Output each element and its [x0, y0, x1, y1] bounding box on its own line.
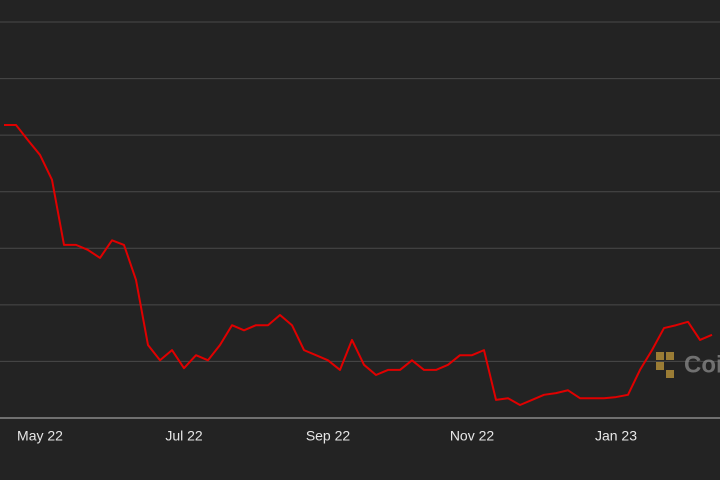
logo-block [656, 362, 664, 370]
x-tick-label: May 22 [17, 428, 63, 444]
plot: May 22 Jul 22 Sep 22 Nov 22 Jan 23 [0, 21, 720, 444]
logo-block [666, 352, 674, 360]
price-line [4, 123, 713, 406]
x-tick-label: Jul 22 [165, 428, 203, 444]
logo-block [666, 370, 674, 378]
x-tick-label: Jan 23 [595, 428, 637, 444]
watermark: Coi [656, 351, 720, 378]
x-tick-label: Nov 22 [450, 428, 495, 444]
logo-block [656, 352, 664, 360]
watermark-text: Coi [684, 351, 720, 378]
x-tick-label: Sep 22 [306, 428, 351, 444]
